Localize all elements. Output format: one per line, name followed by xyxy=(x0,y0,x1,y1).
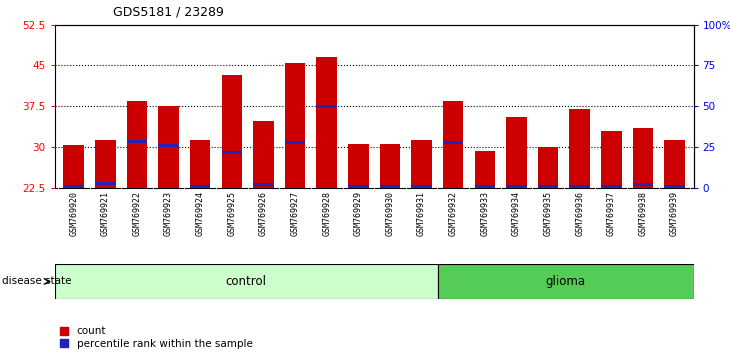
Text: GSM769929: GSM769929 xyxy=(354,191,363,236)
Bar xyxy=(538,185,558,188)
Text: GSM769938: GSM769938 xyxy=(639,191,648,236)
Text: GSM769921: GSM769921 xyxy=(101,191,110,236)
Text: GSM769934: GSM769934 xyxy=(512,191,521,236)
Bar xyxy=(664,140,685,188)
Bar xyxy=(158,144,179,147)
Bar xyxy=(348,144,369,188)
Bar xyxy=(569,185,590,188)
Bar xyxy=(443,141,464,144)
Bar xyxy=(95,141,115,188)
Bar xyxy=(569,109,590,188)
Text: GSM769930: GSM769930 xyxy=(385,191,394,236)
Bar xyxy=(190,140,210,188)
Bar xyxy=(443,101,464,188)
Text: GSM769920: GSM769920 xyxy=(69,191,78,236)
Bar xyxy=(158,106,179,188)
Text: glioma: glioma xyxy=(546,275,585,288)
Bar xyxy=(64,185,84,188)
Text: GSM769931: GSM769931 xyxy=(417,191,426,236)
Bar xyxy=(64,145,84,188)
Text: GSM769922: GSM769922 xyxy=(132,191,142,236)
Text: GSM769939: GSM769939 xyxy=(670,191,679,236)
Bar xyxy=(506,117,527,188)
Bar xyxy=(221,75,242,188)
Bar xyxy=(221,151,242,154)
Bar xyxy=(316,105,337,108)
Bar xyxy=(190,185,210,188)
Bar xyxy=(380,185,400,188)
Bar xyxy=(95,182,115,185)
Text: GSM769936: GSM769936 xyxy=(575,191,584,236)
Text: GDS5181 / 23289: GDS5181 / 23289 xyxy=(113,5,224,18)
Bar xyxy=(127,101,147,188)
Bar xyxy=(633,183,653,187)
Bar xyxy=(253,183,274,187)
Text: GSM769924: GSM769924 xyxy=(196,191,204,236)
Bar xyxy=(633,128,653,188)
Bar xyxy=(601,131,621,188)
Bar xyxy=(538,147,558,188)
Bar xyxy=(664,185,685,188)
Bar xyxy=(285,141,305,144)
Bar xyxy=(506,185,527,188)
Bar xyxy=(474,185,495,188)
Text: GSM769925: GSM769925 xyxy=(227,191,237,236)
Text: disease state: disease state xyxy=(2,276,72,286)
FancyBboxPatch shape xyxy=(55,264,438,299)
Text: GSM769926: GSM769926 xyxy=(259,191,268,236)
Text: GSM769923: GSM769923 xyxy=(164,191,173,236)
Text: GSM769935: GSM769935 xyxy=(544,191,553,236)
Bar xyxy=(411,140,432,188)
Bar xyxy=(316,57,337,188)
Bar xyxy=(253,121,274,188)
Text: GSM769932: GSM769932 xyxy=(449,191,458,236)
Bar xyxy=(285,63,305,188)
Text: control: control xyxy=(226,275,267,288)
Bar xyxy=(348,185,369,188)
Bar xyxy=(127,140,147,143)
Bar xyxy=(601,185,621,188)
Text: GSM769928: GSM769928 xyxy=(322,191,331,236)
Bar xyxy=(380,144,400,188)
Text: GSM769937: GSM769937 xyxy=(607,191,616,236)
Bar xyxy=(411,185,432,188)
Text: GSM769927: GSM769927 xyxy=(291,191,299,236)
Legend: count, percentile rank within the sample: count, percentile rank within the sample xyxy=(60,326,253,349)
FancyBboxPatch shape xyxy=(438,264,694,299)
Bar xyxy=(474,151,495,188)
Text: GSM769933: GSM769933 xyxy=(480,191,489,236)
